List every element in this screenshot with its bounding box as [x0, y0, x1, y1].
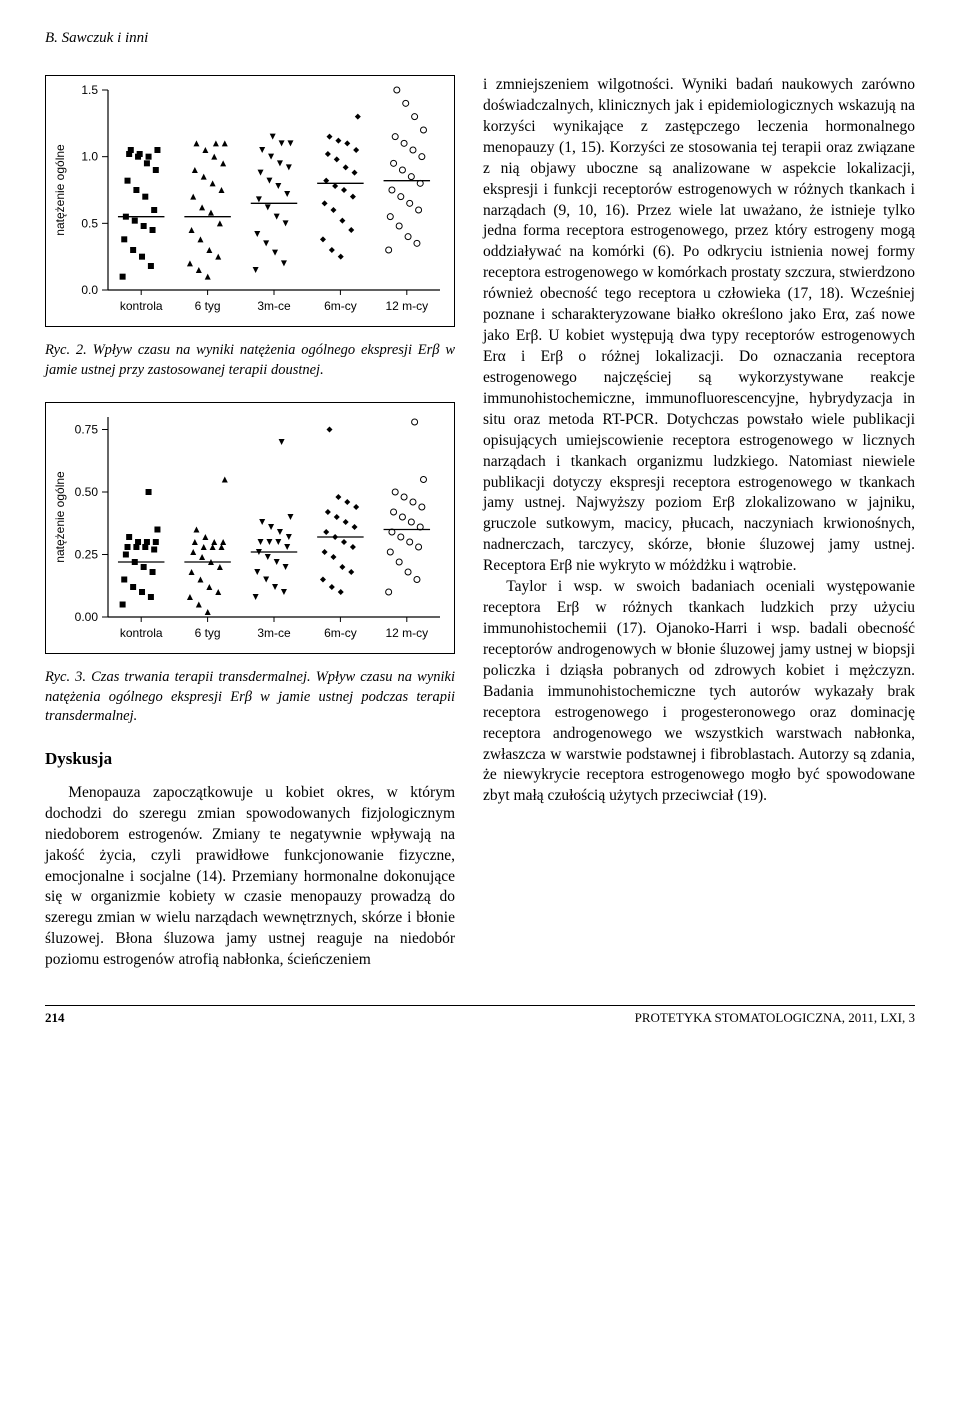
svg-text:3m-ce: 3m-ce — [257, 626, 291, 640]
figure-2-chart: 0.0 0.5 1.0 1.5 natężenie ogólne kontrola 6 ty… — [45, 75, 455, 327]
journal-reference: PROTETYKA STOMATOLOGICZNA, 2011, LXI, 3 — [635, 1010, 915, 1026]
svg-text:0.50: 0.50 — [75, 485, 99, 499]
svg-text:12 m-cy: 12 m-cy — [385, 299, 428, 313]
figure-3-text: Czas trwania terapii transdermalnej. Wpł… — [45, 669, 455, 724]
svg-text:natężenie ogólne: natężenie ogólne — [53, 471, 67, 563]
svg-text:6 tyg: 6 tyg — [195, 626, 221, 640]
page-footer: 214 PROTETYKA STOMATOLOGICZNA, 2011, LXI… — [45, 1005, 915, 1026]
section-heading: Dyskusja — [45, 749, 455, 769]
svg-text:1.0: 1.0 — [81, 150, 98, 164]
svg-text:6m-cy: 6m-cy — [324, 299, 357, 313]
page-number: 214 — [45, 1010, 65, 1026]
svg-text:0.5: 0.5 — [81, 216, 98, 230]
figure-2-caption: Ryc. 2. Wpływ czasu na wyniki natężenia … — [45, 341, 455, 380]
right-paragraph-2: Taylor i wsp. w swoich badaniach ocenial… — [483, 577, 915, 807]
svg-text:6 tyg: 6 tyg — [195, 299, 221, 313]
svg-text:0.00: 0.00 — [75, 610, 99, 624]
figure-3-caption: Ryc. 3. Czas trwania terapii transdermal… — [45, 668, 455, 727]
left-paragraph: Menopauza zapoczątkowuje u kobiet okres,… — [45, 783, 455, 971]
svg-text:0.75: 0.75 — [75, 423, 99, 437]
running-head: B. Sawczuk i inni — [45, 30, 915, 47]
svg-text:kontrola: kontrola — [120, 299, 163, 313]
svg-text:6m-cy: 6m-cy — [324, 626, 357, 640]
figure-3-chart: 0.00 0.25 0.50 0.75 natężenie ogólne kontrola… — [45, 402, 455, 654]
figure-2-text: Wpływ czasu na wyniki natężenia ogólnego… — [45, 342, 455, 378]
svg-text:0.25: 0.25 — [75, 548, 99, 562]
figure-2-number: Ryc. 2. — [45, 342, 93, 358]
left-column-body: Menopauza zapoczątkowuje u kobiet okres,… — [45, 783, 455, 971]
right-paragraph-1: i zmniejszeniem wilgotności. Wyniki bada… — [483, 75, 915, 577]
right-column-body: i zmniejszeniem wilgotności. Wyniki bada… — [483, 75, 915, 807]
svg-text:0.0: 0.0 — [81, 283, 98, 297]
svg-text:12 m-cy: 12 m-cy — [385, 626, 428, 640]
svg-text:1.5: 1.5 — [81, 83, 98, 97]
figure-3-number: Ryc. 3. — [45, 669, 91, 685]
svg-text:kontrola: kontrola — [120, 626, 163, 640]
svg-text:3m-ce: 3m-ce — [257, 299, 291, 313]
svg-text:natężenie ogólne: natężenie ogólne — [53, 144, 67, 236]
